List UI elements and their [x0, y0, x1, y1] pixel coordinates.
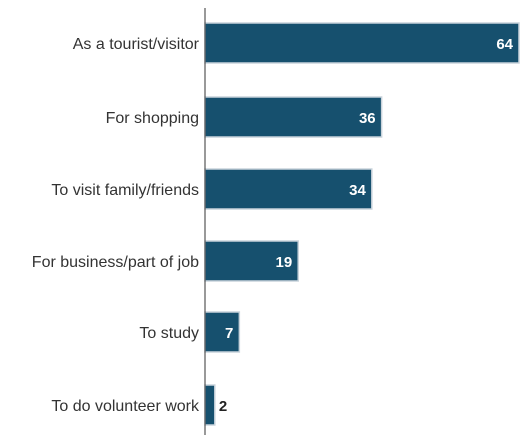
- bar-2: [204, 168, 373, 210]
- value-label-4: 7: [225, 325, 233, 342]
- bar-0: [204, 22, 520, 64]
- bar-1: [204, 96, 383, 138]
- bars-group: [204, 22, 520, 426]
- value-label-1: 36: [359, 110, 376, 127]
- value-label-5: 2: [219, 398, 227, 415]
- category-label-1: For shopping: [106, 110, 199, 127]
- category-label-2: To visit family/friends: [51, 182, 199, 199]
- category-label-4: To study: [139, 325, 199, 342]
- value-labels-group: 64 36 34 19 7 2: [219, 36, 514, 415]
- value-label-0: 64: [496, 36, 513, 53]
- bar-5: [204, 384, 216, 426]
- value-label-3: 19: [276, 254, 293, 271]
- category-labels-group: As a tourist/visitor For shopping To visit…: [32, 36, 200, 415]
- value-label-2: 34: [349, 182, 366, 199]
- category-label-0: As a tourist/visitor: [73, 36, 200, 53]
- category-label-5: To do volunteer work: [51, 398, 200, 415]
- bar-4: [204, 311, 241, 353]
- category-label-3: For business/part of job: [32, 254, 199, 271]
